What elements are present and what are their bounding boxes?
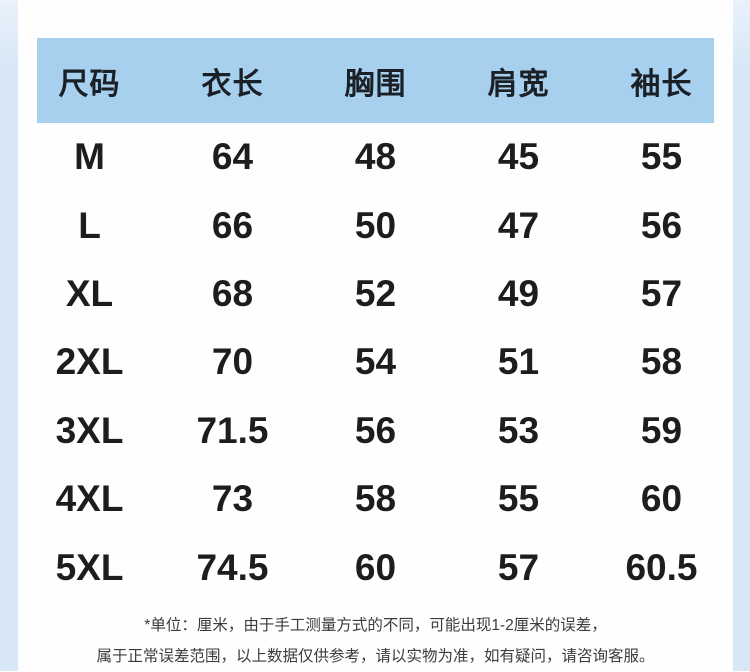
shoulder-value: 55 bbox=[497, 478, 540, 520]
shoulder-value: 51 bbox=[497, 341, 540, 383]
shoulder-value: 53 bbox=[497, 409, 540, 451]
chest-value: 48 bbox=[354, 136, 397, 178]
table-row-l: L 66 50 47 56 bbox=[18, 191, 733, 259]
chest-value: 58 bbox=[354, 478, 397, 520]
sleeve-value: 57 bbox=[640, 272, 683, 314]
length-value: 73 bbox=[211, 478, 254, 520]
table-row-3xl: 3XL 71.5 56 53 59 bbox=[18, 397, 733, 465]
header-band-background bbox=[37, 38, 714, 123]
sleeve-value: 60.5 bbox=[625, 546, 698, 588]
length-value: 74.5 bbox=[196, 546, 269, 588]
size-label: L bbox=[78, 204, 101, 246]
column-header-size: 尺码 bbox=[58, 67, 121, 101]
size-label: 3XL bbox=[55, 409, 124, 451]
footnote-line-2: 属于正常误差范围，以上数据仅供参考，请以实物为准，如有疑问，请咨询客服。 bbox=[96, 647, 655, 665]
size-chart-table: 尺码 衣长 胸围 肩宽 袖长 M 64 48 45 55 L 66 50 47 … bbox=[18, 0, 733, 671]
length-value: 68 bbox=[211, 272, 254, 314]
shoulder-value: 49 bbox=[497, 272, 540, 314]
chest-value: 54 bbox=[354, 341, 397, 383]
length-value: 66 bbox=[211, 204, 254, 246]
length-value: 64 bbox=[211, 136, 254, 178]
footnote-line-1: *单位：厘米，由于手工测量方式的不同，可能出现1-2厘米的误差， bbox=[144, 616, 607, 634]
length-value: 70 bbox=[211, 341, 254, 383]
size-label: 2XL bbox=[55, 341, 124, 383]
page-right-margin bbox=[733, 0, 750, 671]
page-left-margin bbox=[0, 0, 18, 671]
shoulder-value: 45 bbox=[497, 136, 540, 178]
chest-value: 52 bbox=[354, 272, 397, 314]
length-value: 71.5 bbox=[196, 409, 269, 451]
size-label: 5XL bbox=[55, 546, 124, 588]
measurement-footnote: *单位：厘米，由于手工测量方式的不同，可能出现1-2厘米的误差， 属于正常误差范… bbox=[18, 610, 733, 672]
sleeve-value: 56 bbox=[640, 204, 683, 246]
table-row-5xl: 5XL 74.5 60 57 60.5 bbox=[18, 533, 733, 601]
table-header-row: 尺码 衣长 胸围 肩宽 袖长 bbox=[18, 38, 733, 123]
table-row-m: M 64 48 45 55 bbox=[18, 123, 733, 191]
size-label: M bbox=[74, 136, 105, 178]
sleeve-value: 60 bbox=[640, 478, 683, 520]
table-row-2xl: 2XL 70 54 51 58 bbox=[18, 328, 733, 396]
column-header-chest: 胸围 bbox=[344, 67, 407, 101]
table-row-xl: XL 68 52 49 57 bbox=[18, 260, 733, 328]
size-label: XL bbox=[65, 272, 114, 314]
chest-value: 56 bbox=[354, 409, 397, 451]
chest-value: 50 bbox=[354, 204, 397, 246]
column-header-length: 衣长 bbox=[201, 67, 264, 101]
sleeve-value: 59 bbox=[640, 409, 683, 451]
column-header-sleeve: 袖长 bbox=[630, 67, 693, 101]
shoulder-value: 57 bbox=[497, 546, 540, 588]
sleeve-value: 58 bbox=[640, 341, 683, 383]
shoulder-value: 47 bbox=[497, 204, 540, 246]
column-header-shoulder: 肩宽 bbox=[487, 67, 550, 101]
sleeve-value: 55 bbox=[640, 136, 683, 178]
size-label: 4XL bbox=[55, 478, 124, 520]
table-row-4xl: 4XL 73 58 55 60 bbox=[18, 465, 733, 533]
chest-value: 60 bbox=[354, 546, 397, 588]
